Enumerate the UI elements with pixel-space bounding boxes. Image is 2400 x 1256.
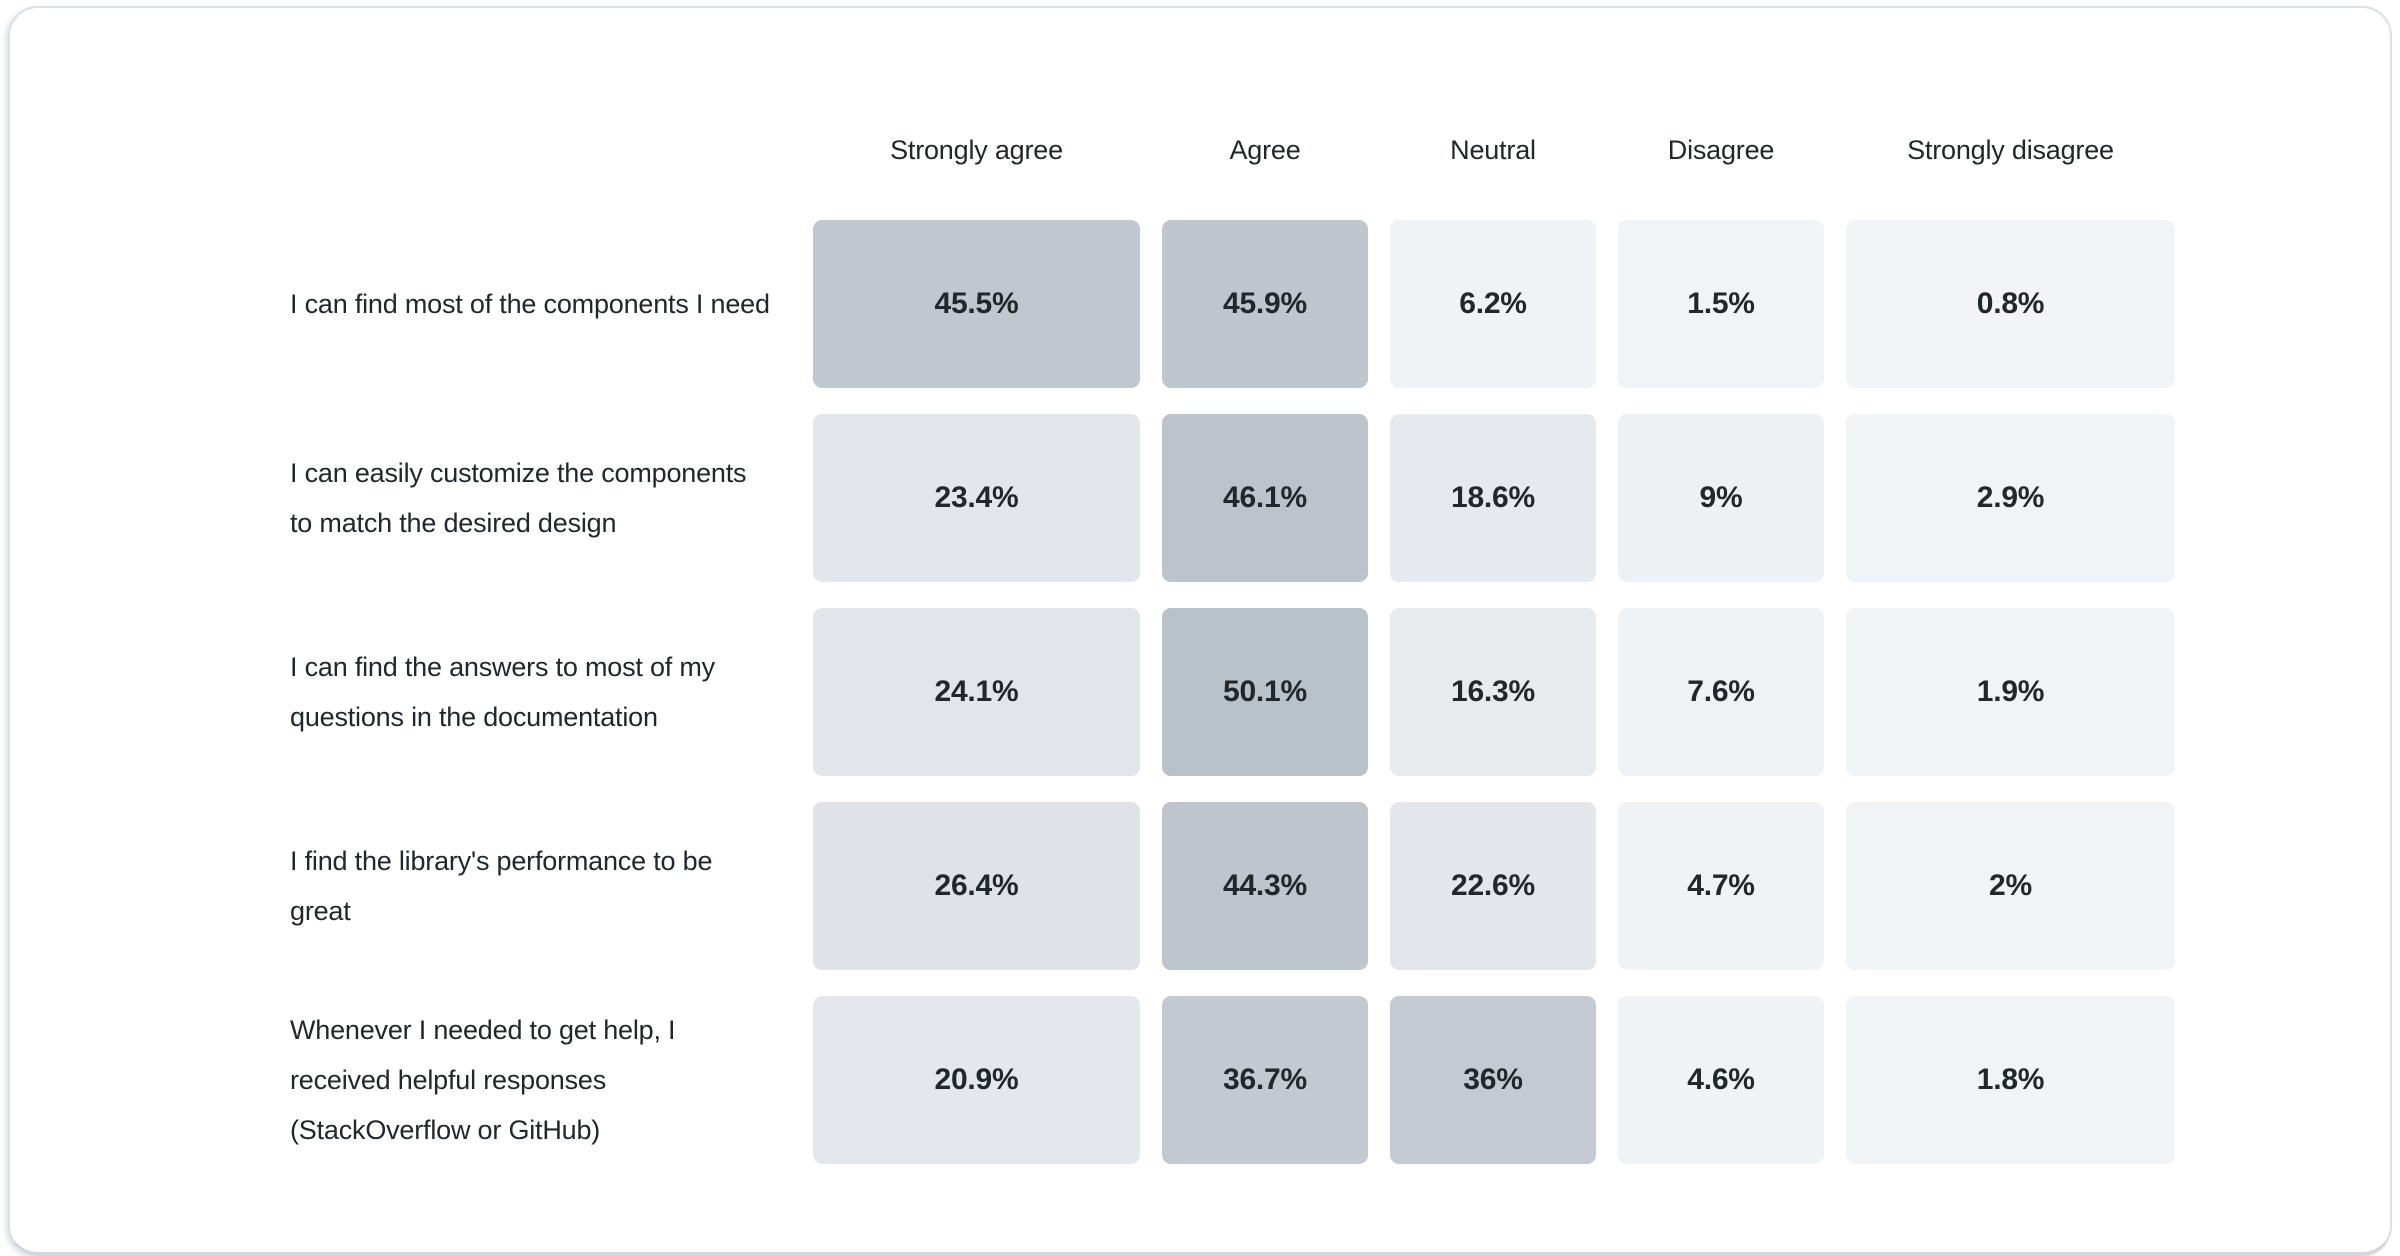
heatmap-cell: 4.7% [1618, 802, 1824, 970]
column-header-disagree: Disagree [1667, 134, 1775, 165]
heatmap-cell: 36.7% [1162, 996, 1368, 1164]
heatmap-cell: 44.3% [1162, 802, 1368, 970]
heatmap-cell: 1.9% [1846, 608, 2175, 776]
heatmap-cell: 9% [1618, 414, 1824, 582]
row-label-helpful-responses: Whenever I needed to get help, I receive… [290, 1015, 676, 1145]
heatmap-cell: 2.9% [1846, 414, 2175, 582]
heatmap-cell: 23.4% [813, 414, 1140, 582]
likert-heatmap: Strongly agree Agree Neutral Disagree St… [290, 106, 2175, 1164]
column-header-neutral: Neutral [1450, 134, 1536, 165]
column-header-agree: Agree [1229, 134, 1301, 165]
heatmap-cell: 0.8% [1846, 220, 2175, 388]
heatmap-cell: 18.6% [1390, 414, 1596, 582]
heatmap-cell: 36% [1390, 996, 1596, 1164]
heatmap-cell: 4.6% [1618, 996, 1824, 1164]
heatmap-cell: 7.6% [1618, 608, 1824, 776]
row-label-customize-components: I can easily customize the components to… [290, 458, 747, 538]
heatmap-cell: 1.5% [1618, 220, 1824, 388]
row-label-documentation-answers: I can find the answers to most of my que… [290, 652, 715, 732]
heatmap-cell: 2% [1846, 802, 2175, 970]
heatmap-cell: 22.6% [1390, 802, 1596, 970]
row-label-find-components: I can find most of the components I need [290, 289, 770, 319]
heatmap-cell: 1.8% [1846, 996, 2175, 1164]
column-header-strongly-agree: Strongly agree [890, 134, 1063, 165]
heatmap-cell: 6.2% [1390, 220, 1596, 388]
heatmap-cell: 46.1% [1162, 414, 1368, 582]
column-header-strongly-disagree: Strongly disagree [1907, 134, 2114, 165]
heatmap-cell: 45.5% [813, 220, 1140, 388]
heatmap-cell: 50.1% [1162, 608, 1368, 776]
survey-results-card: Strongly agree Agree Neutral Disagree St… [8, 6, 2392, 1256]
heatmap-cell: 16.3% [1390, 608, 1596, 776]
row-label-library-performance: I find the library's performance to be g… [290, 846, 713, 926]
heatmap-cell: 20.9% [813, 996, 1140, 1164]
header-spacer [290, 106, 791, 194]
heatmap-cell: 45.9% [1162, 220, 1368, 388]
heatmap-cell: 24.1% [813, 608, 1140, 776]
heatmap-cell: 26.4% [813, 802, 1140, 970]
